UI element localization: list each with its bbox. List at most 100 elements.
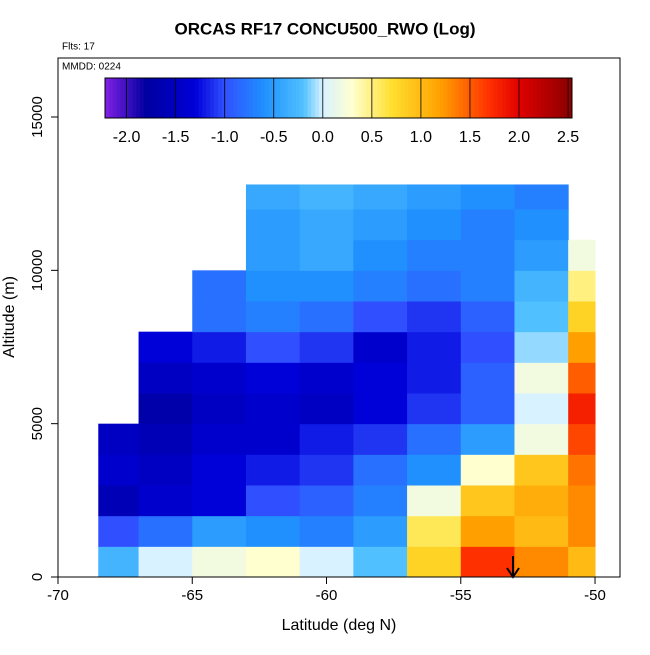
heat-cell xyxy=(407,423,462,455)
annotation: MMDD: 0224 xyxy=(62,62,121,73)
heat-cell xyxy=(98,423,140,455)
colorbar-segment xyxy=(381,78,386,118)
heat-cell xyxy=(407,546,462,578)
heat-cell xyxy=(568,301,596,333)
colorbar-segment xyxy=(322,78,328,118)
heat-cell xyxy=(407,515,462,547)
heat-cell xyxy=(353,362,408,394)
heat-cell xyxy=(192,331,247,363)
heat-cell xyxy=(138,331,193,363)
annotation: Flts: 17 xyxy=(62,42,95,53)
colorbar-segment xyxy=(400,78,406,118)
colorbar-segment xyxy=(451,78,456,118)
heat-cell xyxy=(514,454,569,486)
heat-cell xyxy=(245,393,301,425)
heat-cell xyxy=(245,515,301,547)
heat-cell xyxy=(299,301,354,333)
colorbar-segment xyxy=(159,78,164,118)
heat-cell xyxy=(138,423,193,455)
colorbar-segment xyxy=(478,78,483,118)
heat-cell xyxy=(568,515,596,547)
y-tick-label: 10000 xyxy=(29,249,46,291)
heat-cell xyxy=(460,209,515,241)
heat-cell xyxy=(514,485,569,517)
colorbar-segment xyxy=(186,78,192,118)
heat-cell xyxy=(299,393,354,425)
colorbar-segment xyxy=(474,78,480,118)
colorbar-segment xyxy=(116,78,122,118)
colorbar-segment xyxy=(435,78,441,118)
colorbar-segment xyxy=(346,78,351,118)
heat-cell xyxy=(514,239,569,271)
colorbar-segment xyxy=(494,78,499,118)
colorbar-tick-label: 2.5 xyxy=(557,129,579,146)
heat-cell xyxy=(245,209,301,241)
colorbar-segment xyxy=(533,78,538,118)
colorbar-segment xyxy=(315,78,320,118)
heat-cell xyxy=(299,331,354,363)
heat-cell xyxy=(353,393,408,425)
heat-cell xyxy=(98,454,140,486)
colorbar-segment xyxy=(416,78,421,118)
x-tick-label: -65 xyxy=(181,587,203,604)
colorbar-segment xyxy=(225,78,231,118)
y-tick-label: 0 xyxy=(29,573,46,581)
heat-cell xyxy=(192,515,247,547)
colorbar-segment xyxy=(408,78,413,118)
colorbar-segment xyxy=(206,78,211,118)
chart-title: ORCAS RF17 CONCU500_RWO (Log) xyxy=(175,19,476,38)
colorbar-segment xyxy=(404,78,410,118)
heat-cell xyxy=(407,270,462,302)
colorbar-segment xyxy=(498,78,503,118)
colorbar-segment xyxy=(303,78,308,118)
colorbar-segment xyxy=(443,78,448,118)
colorbar-segment xyxy=(564,78,569,118)
colorbar-segment xyxy=(229,78,234,118)
colorbar-segment xyxy=(120,78,125,118)
y-tick-label: 5000 xyxy=(29,407,46,440)
colorbar-segment xyxy=(385,78,390,118)
colorbar-segment xyxy=(470,78,476,118)
heat-cell xyxy=(568,331,596,363)
heat-cell xyxy=(514,301,569,333)
heat-cell xyxy=(514,184,569,210)
colorbar-segment xyxy=(420,78,425,118)
colorbar-segment xyxy=(237,78,242,118)
heat-cell xyxy=(407,301,462,333)
heat-cell xyxy=(407,393,462,425)
heat-cell xyxy=(514,515,569,547)
heat-cell xyxy=(299,423,354,455)
colorbar-segment xyxy=(140,78,145,118)
heat-cell xyxy=(192,546,247,578)
colorbar-segment xyxy=(517,78,522,118)
heat-cell xyxy=(460,270,515,302)
colorbar-segment xyxy=(568,78,573,118)
heat-cell xyxy=(407,485,462,517)
colorbar-segment xyxy=(190,78,196,118)
x-axis-label: Latitude (deg N) xyxy=(282,617,397,634)
colorbar-segment xyxy=(326,78,332,118)
heat-cell xyxy=(568,393,596,425)
colorbar-segment xyxy=(143,78,149,118)
heat-cell xyxy=(245,546,301,578)
colorbar-segment xyxy=(560,78,565,118)
colorbar-segment xyxy=(132,78,137,118)
heat-cell xyxy=(245,239,301,271)
heat-cell xyxy=(192,454,247,486)
heat-cell xyxy=(192,485,247,517)
colorbar-segment xyxy=(167,78,172,118)
heat-cell xyxy=(353,209,408,241)
colorbar-segment xyxy=(248,78,254,118)
colorbar-segment xyxy=(175,78,180,118)
colorbar-segment xyxy=(136,78,141,118)
heat-cell xyxy=(299,270,354,302)
colorbar-tick-label: -0.5 xyxy=(260,129,288,146)
colorbar-segment xyxy=(354,78,359,118)
heat-cell xyxy=(98,546,140,578)
heat-cell xyxy=(407,454,462,486)
colorbar-tick-label: -2.0 xyxy=(113,129,141,146)
colorbar-segment xyxy=(544,78,550,118)
heat-cell xyxy=(353,301,408,333)
colorbar-segment xyxy=(373,78,378,118)
